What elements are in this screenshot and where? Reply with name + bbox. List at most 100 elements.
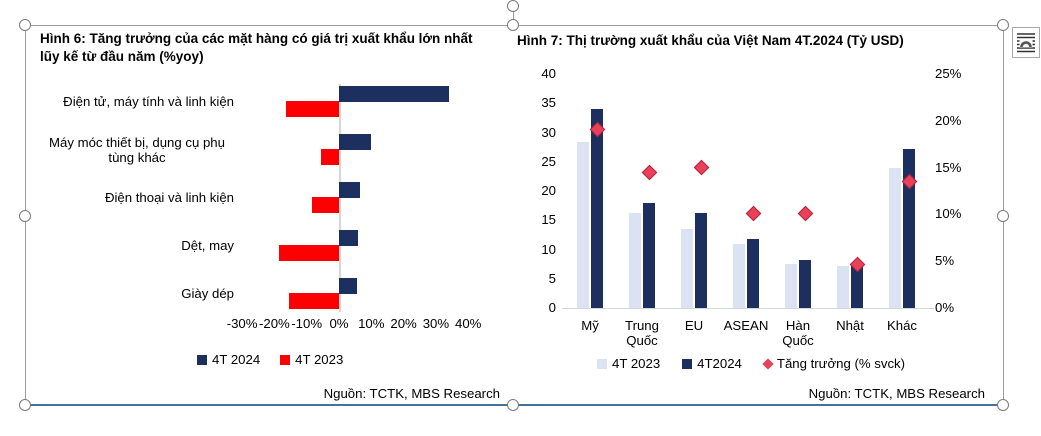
legend-swatch-navy	[197, 354, 207, 365]
layout-options-icon	[1017, 33, 1035, 53]
legend-label: 4T2024	[697, 356, 742, 371]
legend-swatch-red	[280, 354, 291, 365]
category-label: Giày dép	[181, 286, 234, 302]
legend-label: 4T 2023	[612, 356, 661, 371]
legend-item: 4T 2023	[280, 352, 343, 367]
left-chart-legend: 4T 2024 4T 2023	[197, 352, 357, 367]
bar-4t2023	[681, 229, 693, 308]
bar-4t2024	[747, 238, 759, 308]
category-label-row: Điện tử, máy tính và linh kiện	[40, 78, 234, 126]
category-label: EU	[684, 318, 704, 333]
legend-diamond-swatch	[762, 357, 774, 370]
resize-handle-bottom-middle[interactable]	[507, 399, 519, 411]
category-label: Trung Quốc	[625, 318, 659, 349]
legend-label: 4T 2023	[295, 352, 344, 367]
legend-item: 4T2024	[682, 356, 742, 371]
category-label-row: Giày dép	[40, 270, 234, 318]
resize-handle-top-right[interactable]	[997, 19, 1009, 31]
growth-diamond	[641, 164, 657, 181]
bar-4t2023	[785, 263, 797, 308]
right-chart-title: Hình 7: Thị trường xuất khẩu của Việt Na…	[517, 33, 904, 48]
bar-4t2023	[733, 244, 745, 308]
bar-4t2024	[591, 109, 603, 308]
x-tick-label: 30%	[422, 316, 450, 331]
legend-swatch-light_blue	[597, 358, 607, 369]
bar-4t2024	[799, 260, 811, 308]
bar-4t2024	[903, 149, 915, 308]
category-label: Mỹ	[581, 318, 599, 333]
bar-4t2024	[643, 203, 655, 308]
y-right-tick-label: 0%	[935, 300, 955, 315]
rotate-handle-icon[interactable]	[507, 0, 519, 12]
bar-4t2023	[837, 265, 849, 308]
x-axis-line	[562, 308, 934, 309]
category-label: Điện thoại và linh kiện	[104, 190, 234, 206]
right-chart-legend: 4T 2023 4T2024 Tăng trưởng (% svck)	[597, 356, 905, 371]
legend-swatch-navy	[682, 358, 693, 369]
left-chart-title: Hình 6: Tăng trưởng của các mặt hàng có …	[40, 31, 473, 64]
y-right-tick-label: 15%	[935, 159, 962, 175]
rotate-handle-stem	[513, 11, 514, 25]
y-right-tick-label: 20%	[935, 112, 962, 128]
y-left-tick-label: 5	[548, 270, 556, 286]
bar-4t2023	[629, 212, 641, 308]
growth-diamond	[693, 159, 709, 176]
bar-4t2023	[288, 293, 339, 309]
growth-diamond	[797, 205, 813, 222]
resize-handle-bottom-right[interactable]	[997, 399, 1009, 411]
y-left-tick-label: 15	[541, 212, 556, 228]
bar-4t2024	[695, 213, 707, 308]
right-chart-source: Nguồn: TCTK, MBS Research	[808, 386, 985, 401]
bar-4t2024	[339, 86, 449, 102]
category-label-row: Điện thoại và linh kiện	[40, 174, 234, 222]
x-tick-label: 0%	[329, 316, 349, 331]
resize-handle-middle-right[interactable]	[997, 210, 1009, 222]
layout-options-button[interactable]	[1012, 27, 1040, 58]
growth-diamond	[745, 205, 761, 222]
legend-item: Tăng trưởng (% svck)	[762, 356, 906, 371]
resize-handle-top-middle[interactable]	[507, 19, 519, 31]
chart-figure-export-items-growth[interactable]: Hình 6: Tăng trưởng của các mặt hàng có …	[26, 26, 503, 404]
bar-4t2023	[285, 101, 339, 117]
legend-item: 4T 2023	[597, 356, 660, 371]
resize-handle-top-left[interactable]	[19, 19, 31, 31]
x-tick-label: -20%	[258, 316, 290, 331]
y-left-tick-label: 30	[541, 124, 556, 140]
legend-item: 4T 2024	[197, 352, 260, 367]
y-left-tick-label: 35	[541, 95, 556, 111]
legend-label: Tăng trưởng (% svck)	[776, 356, 906, 371]
y-left-tick-label: 10	[541, 241, 556, 257]
x-tick-label: 10%	[358, 316, 385, 331]
category-label: Nhật	[836, 318, 864, 333]
y-left-tick-label: 40	[541, 66, 556, 81]
bar-4t2024	[339, 182, 360, 198]
bar-4t2023	[889, 168, 901, 308]
left-chart-source: Nguồn: TCTK, MBS Research	[323, 386, 500, 401]
zero-gridline	[339, 84, 341, 312]
bar-4t2023	[311, 197, 339, 213]
y-left-tick-label: 20	[541, 183, 556, 198]
x-tick-label: -30%	[226, 316, 258, 331]
bar-4t2024	[339, 278, 357, 294]
y-right-tick-label: 5%	[935, 253, 955, 269]
bar-4t2023	[321, 149, 339, 165]
y-left-tick-label: 25	[541, 153, 556, 169]
x-tick-label: 40%	[454, 316, 482, 331]
x-tick-label: 20%	[390, 316, 417, 331]
right-chart-plot-area: 0 5 10 15 20 25 30 35 40 0% 5% 10% 15% 20% 25% Mỹ Trung …	[504, 26, 1003, 404]
category-label: Khác	[886, 318, 918, 333]
category-label: Máy móc thiết bị, dụng cụ phụ tùng khác	[49, 134, 225, 165]
bar-4t2024	[851, 264, 863, 308]
resize-handle-bottom-left[interactable]	[19, 399, 31, 411]
category-label: Dệt, may	[181, 238, 234, 254]
bar-4t2023	[279, 245, 339, 261]
legend-label: 4T 2024	[212, 352, 261, 367]
x-tick-label: -10%	[291, 316, 323, 331]
resize-handle-middle-left[interactable]	[19, 210, 31, 222]
category-label: Điện tử, máy tính và linh kiện	[63, 94, 234, 110]
category-label: ASEAN	[723, 318, 769, 333]
chart-figure-export-markets[interactable]: Hình 7: Thị trường xuất khẩu của Việt Na…	[504, 26, 1003, 404]
y-right-tick-label: 25%	[935, 66, 962, 81]
y-right-tick-label: 10%	[935, 206, 962, 222]
category-label: Hàn Quốc	[782, 318, 814, 349]
